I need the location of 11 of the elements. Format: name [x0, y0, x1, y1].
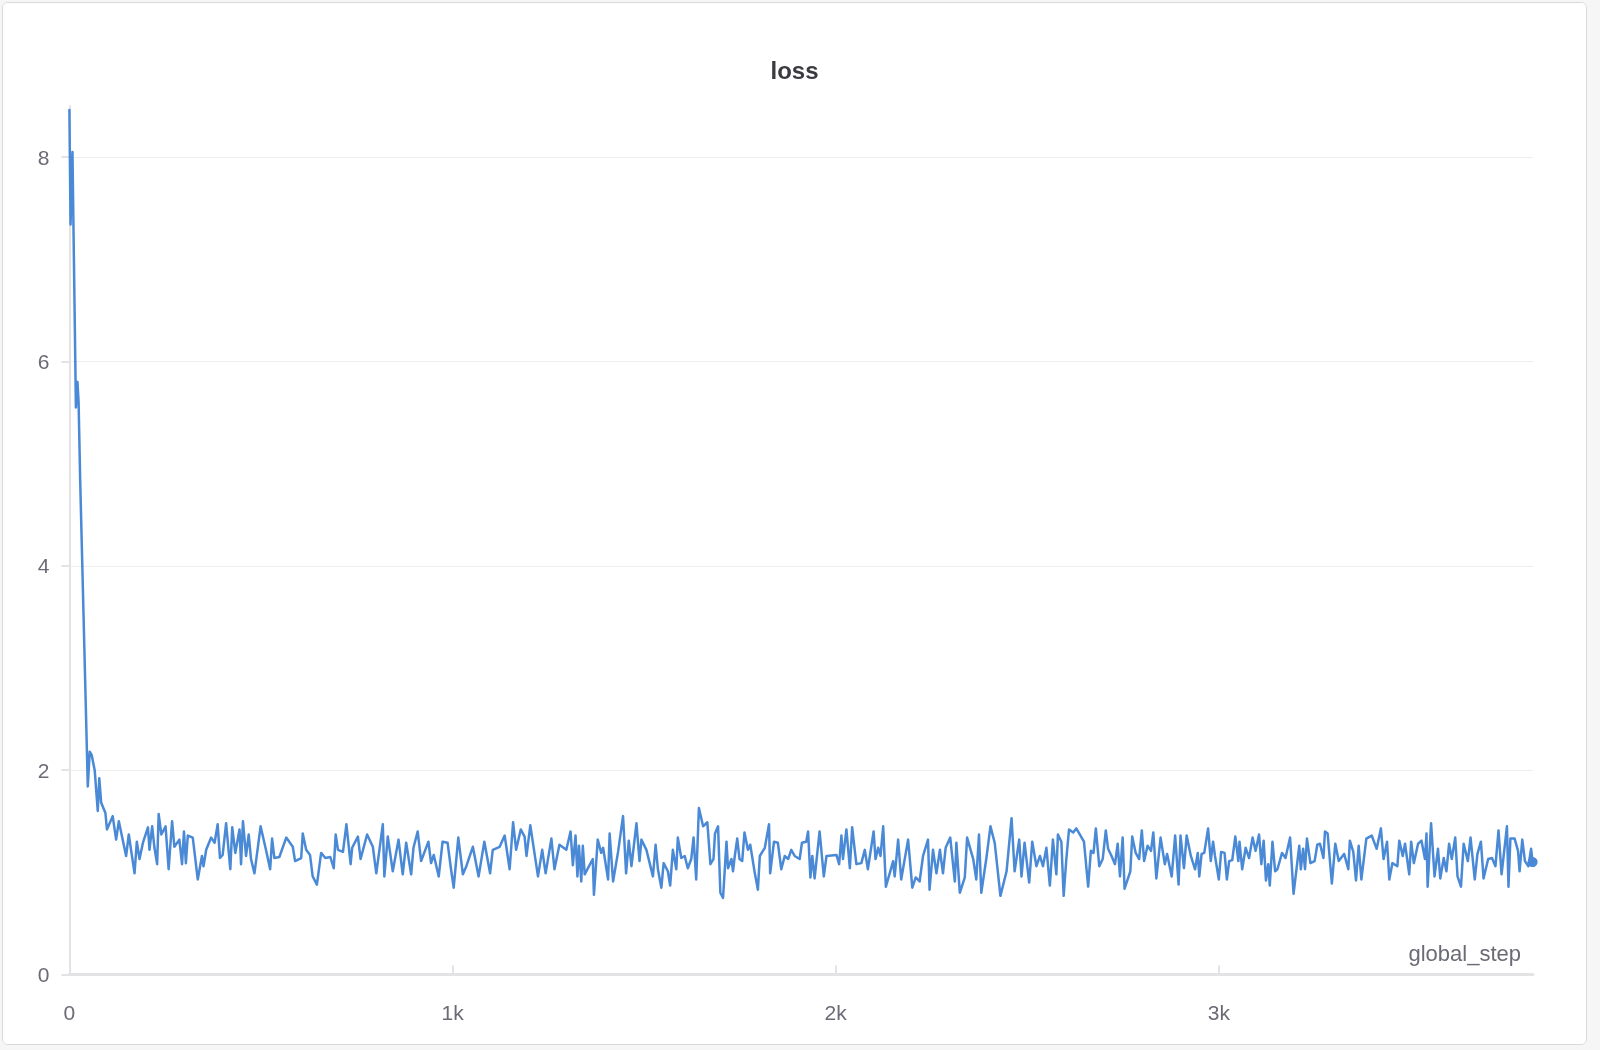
x-tick-label: 0	[63, 1000, 76, 1024]
y-tick-label: 6	[37, 349, 50, 373]
x-axis-title: global_step	[1408, 941, 1521, 966]
x-tick-label: 3k	[1207, 1000, 1231, 1024]
y-tick-label: 4	[37, 554, 50, 578]
chart-title: loss	[770, 56, 819, 84]
x-tick-label: 1k	[441, 1000, 465, 1024]
x-tick-label: 2k	[824, 1000, 848, 1024]
y-tick-label: 8	[37, 145, 50, 169]
y-tick-label: 0	[37, 963, 50, 986]
y-tick-label: 2	[37, 758, 50, 782]
